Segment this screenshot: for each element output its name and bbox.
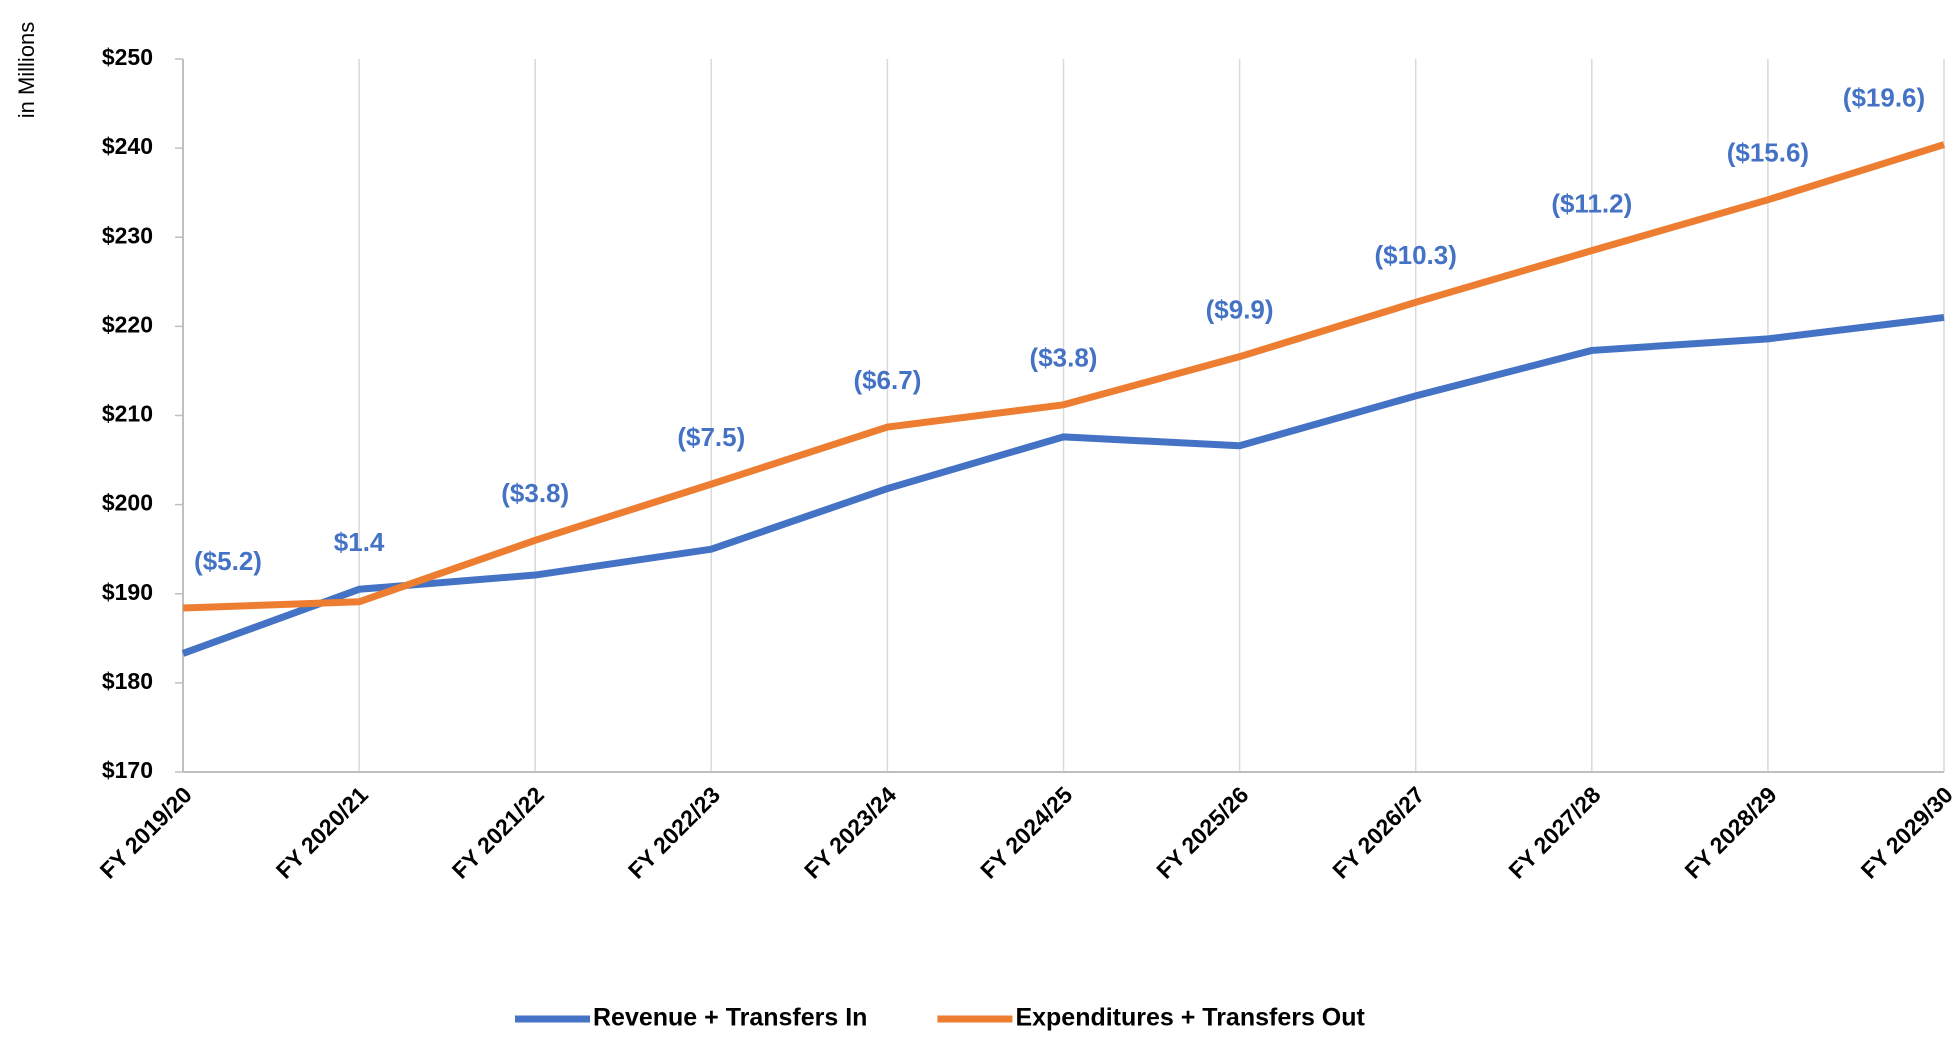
x-tick-label: FY 2020/21: [271, 781, 373, 883]
x-tick-label: FY 2028/29: [1680, 781, 1782, 883]
annotation: ($10.3): [1375, 240, 1457, 270]
annotation: $1.4: [334, 527, 385, 557]
y-tick-label: $210: [102, 401, 153, 427]
annotation: ($15.6): [1727, 138, 1809, 168]
legend-label: Expenditures + Transfers Out: [1015, 1004, 1365, 1032]
x-tick-label: FY 2026/27: [1327, 781, 1429, 883]
annotation: ($5.2): [194, 546, 262, 576]
y-tick-label: $190: [102, 579, 153, 605]
x-tick-label: FY 2027/28: [1503, 781, 1605, 883]
x-tick-label: FY 2029/30: [1856, 781, 1954, 883]
y-tick-label: $250: [102, 44, 153, 70]
x-tick-label: FY 2021/22: [447, 781, 549, 883]
x-tick-label: FY 2025/26: [1151, 781, 1253, 883]
annotation: ($7.5): [677, 422, 745, 452]
x-tick-label: FY 2019/20: [95, 781, 197, 883]
x-tick-label: FY 2023/24: [799, 781, 901, 883]
annotation: ($19.6): [1843, 82, 1925, 112]
legend-label: Revenue + Transfers In: [593, 1004, 867, 1032]
annotation: ($9.9): [1206, 295, 1274, 325]
annotation: ($11.2): [1551, 188, 1632, 218]
y-tick-label: $230: [102, 222, 153, 248]
y-axis-label: in Millions: [14, 22, 39, 119]
annotation: ($3.8): [1030, 343, 1098, 373]
annotation: ($3.8): [501, 478, 569, 508]
x-tick-label: FY 2022/23: [623, 781, 725, 883]
y-tick-label: $180: [102, 668, 153, 694]
annotation: ($6.7): [853, 365, 921, 395]
series-line: [181, 313, 1945, 657]
y-tick-label: $240: [102, 133, 153, 159]
y-tick-label: $200: [102, 490, 153, 516]
series-line: [182, 141, 1946, 612]
x-tick-label: FY 2024/25: [975, 781, 1077, 883]
y-tick-label: $170: [102, 757, 153, 783]
y-tick-label: $220: [102, 311, 153, 337]
